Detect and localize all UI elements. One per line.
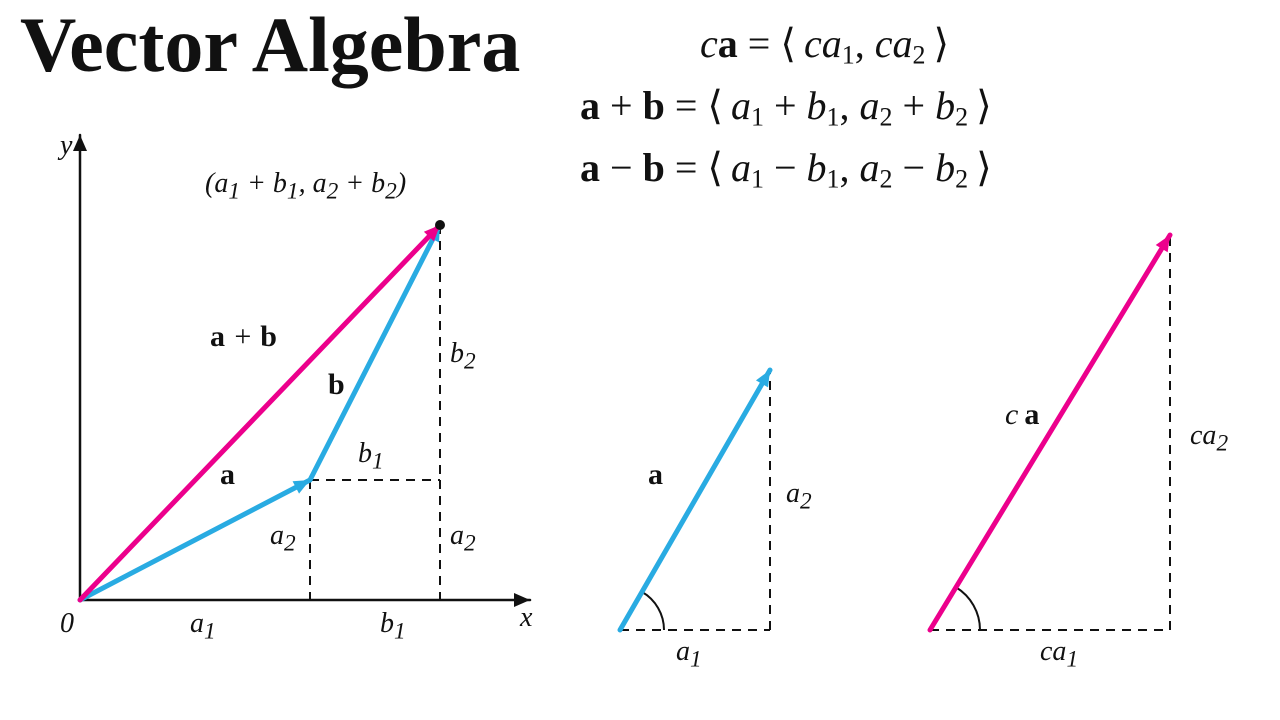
diagram_a-label-1: a1: [676, 636, 702, 674]
angle-arc: [642, 592, 664, 630]
diagram_main-label-8: b2: [450, 338, 476, 376]
diagram_a-label-2: a2: [786, 478, 812, 516]
diagram_main-label-5: a2: [270, 520, 296, 558]
diagram_main-label-11: a + b: [210, 320, 277, 354]
diagram_a-label-0: a: [648, 458, 663, 492]
sum-point: [435, 220, 445, 230]
diagram_main-label-7: b1: [358, 438, 384, 476]
vector-a-small: [620, 370, 770, 630]
diagram_main-label-9: a: [220, 458, 235, 492]
diagram_main-label-2: 0: [60, 608, 74, 640]
diagram_main-label-6: a2: [450, 520, 476, 558]
diagram_main-label-0: y: [60, 130, 72, 162]
diagram_main-label-10: b: [328, 368, 345, 402]
diagram_ca-label-2: ca2: [1190, 420, 1228, 458]
diagram_main-label-12: (a1 + b1, a2 + b2): [205, 168, 406, 206]
diagram_ca-label-0: c a: [1005, 398, 1039, 432]
vector-a-plus-b: [80, 225, 440, 600]
diagram_ca-label-1: ca1: [1040, 636, 1078, 674]
vector-ca: [930, 235, 1170, 630]
diagram_main-label-4: b1: [380, 608, 406, 646]
angle-arc: [956, 587, 980, 630]
diagram_main-label-3: a1: [190, 608, 216, 646]
diagram_main-label-1: x: [520, 602, 532, 634]
